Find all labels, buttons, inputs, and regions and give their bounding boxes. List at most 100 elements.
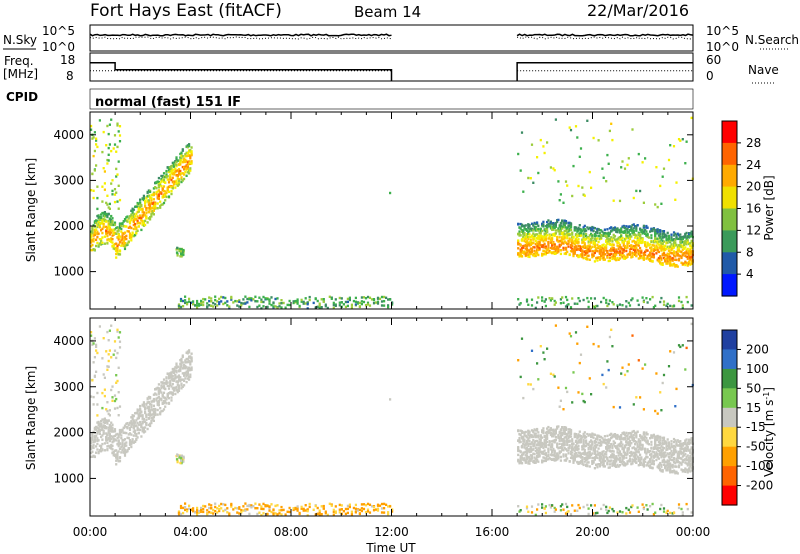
velocity-cell	[137, 423, 140, 426]
power-cell	[147, 203, 150, 206]
power-cell	[236, 304, 239, 307]
power-cell	[324, 303, 327, 306]
velocity-cell	[142, 401, 145, 404]
velocity-cell	[144, 430, 147, 433]
power-cell	[669, 240, 672, 243]
power-cell	[635, 251, 638, 254]
velocity-cell	[601, 463, 604, 467]
velocity-cell	[146, 427, 149, 431]
power-cell	[669, 256, 672, 260]
power-cell	[689, 232, 692, 235]
velocity-cell	[312, 508, 315, 511]
power-cell	[549, 221, 552, 224]
velocity-cell	[543, 439, 546, 443]
power-cell	[669, 262, 672, 265]
freq-label: Freq.	[4, 54, 34, 68]
power-cell	[111, 244, 114, 248]
velocity-cell	[601, 373, 604, 377]
nave-tick-low: 0	[706, 69, 714, 83]
power-cell	[288, 303, 291, 307]
power-cell	[576, 230, 579, 233]
power-cell	[528, 233, 531, 236]
power-cell	[574, 239, 578, 243]
velocity-cell	[537, 444, 540, 447]
velocity-cell	[100, 419, 103, 423]
power-cell	[322, 298, 325, 301]
velocity-cell	[117, 443, 120, 446]
velocity-cell	[518, 432, 521, 436]
power-cell	[98, 238, 101, 241]
velocity-cell	[537, 503, 540, 506]
power-cell	[346, 300, 349, 304]
power-cell	[182, 248, 185, 252]
power-cell	[557, 230, 560, 233]
power-cell	[91, 239, 94, 242]
velocity-cell	[170, 378, 173, 381]
power-cell	[132, 234, 135, 238]
power-cell	[108, 239, 111, 243]
power-cell	[534, 222, 537, 226]
power-cell	[576, 254, 579, 257]
power-cell	[597, 240, 600, 244]
power-cell	[116, 230, 119, 233]
power-cell	[631, 251, 634, 254]
power-cell	[98, 222, 101, 225]
power-cell	[601, 230, 604, 233]
velocity-cell	[536, 435, 539, 438]
power-cell	[170, 186, 173, 189]
power-cell	[106, 194, 109, 197]
power-cell	[272, 301, 275, 304]
power-cell	[142, 224, 145, 227]
velocity-cell	[523, 457, 526, 460]
power-cell	[123, 231, 127, 234]
power-cell	[180, 250, 183, 253]
power-cell	[683, 262, 686, 265]
power-cell	[602, 247, 605, 251]
power-cell	[527, 176, 530, 180]
power-cell	[567, 233, 570, 236]
velocity-cell	[120, 429, 123, 432]
velocity-cell	[152, 393, 155, 396]
power-cell	[527, 253, 530, 256]
velocity-cell	[547, 451, 550, 454]
power-cell	[136, 222, 139, 225]
power-cell	[667, 238, 671, 241]
power-cell	[117, 233, 120, 236]
velocity-cell	[562, 408, 565, 411]
power-cell	[557, 240, 560, 243]
power-cell	[572, 248, 575, 252]
velocity-cell	[608, 460, 611, 463]
velocity-cell	[562, 428, 565, 431]
velocity-cell	[176, 365, 179, 368]
power-cell	[681, 240, 684, 244]
power-cell	[218, 297, 221, 301]
power-cell	[662, 300, 666, 303]
power-cell	[635, 234, 638, 237]
power-cell	[169, 184, 172, 188]
power-cell	[538, 244, 541, 247]
velocity-cell	[539, 436, 542, 439]
power-cell	[664, 234, 667, 237]
velocity-cell	[602, 454, 605, 457]
power-cell	[188, 149, 191, 152]
power-cell	[602, 176, 605, 179]
power-cell	[110, 237, 113, 240]
power-cell	[602, 296, 605, 300]
velocity-cell	[528, 459, 531, 463]
velocity-cell	[240, 508, 243, 512]
power-cell	[294, 299, 297, 303]
velocity-cell	[532, 429, 535, 433]
power-cell	[677, 138, 681, 141]
power-cell	[541, 237, 544, 240]
power-cell	[656, 258, 659, 261]
power-cell	[606, 237, 609, 240]
power-cell	[92, 233, 95, 237]
velocity-cell	[115, 433, 118, 436]
velocity-cell	[607, 509, 610, 513]
velocity-cell	[538, 441, 541, 444]
power-cell	[685, 237, 688, 240]
velocity-cell	[581, 458, 584, 462]
power-cell	[533, 237, 536, 241]
velocity-cell	[181, 367, 184, 370]
power-cell	[612, 253, 615, 256]
